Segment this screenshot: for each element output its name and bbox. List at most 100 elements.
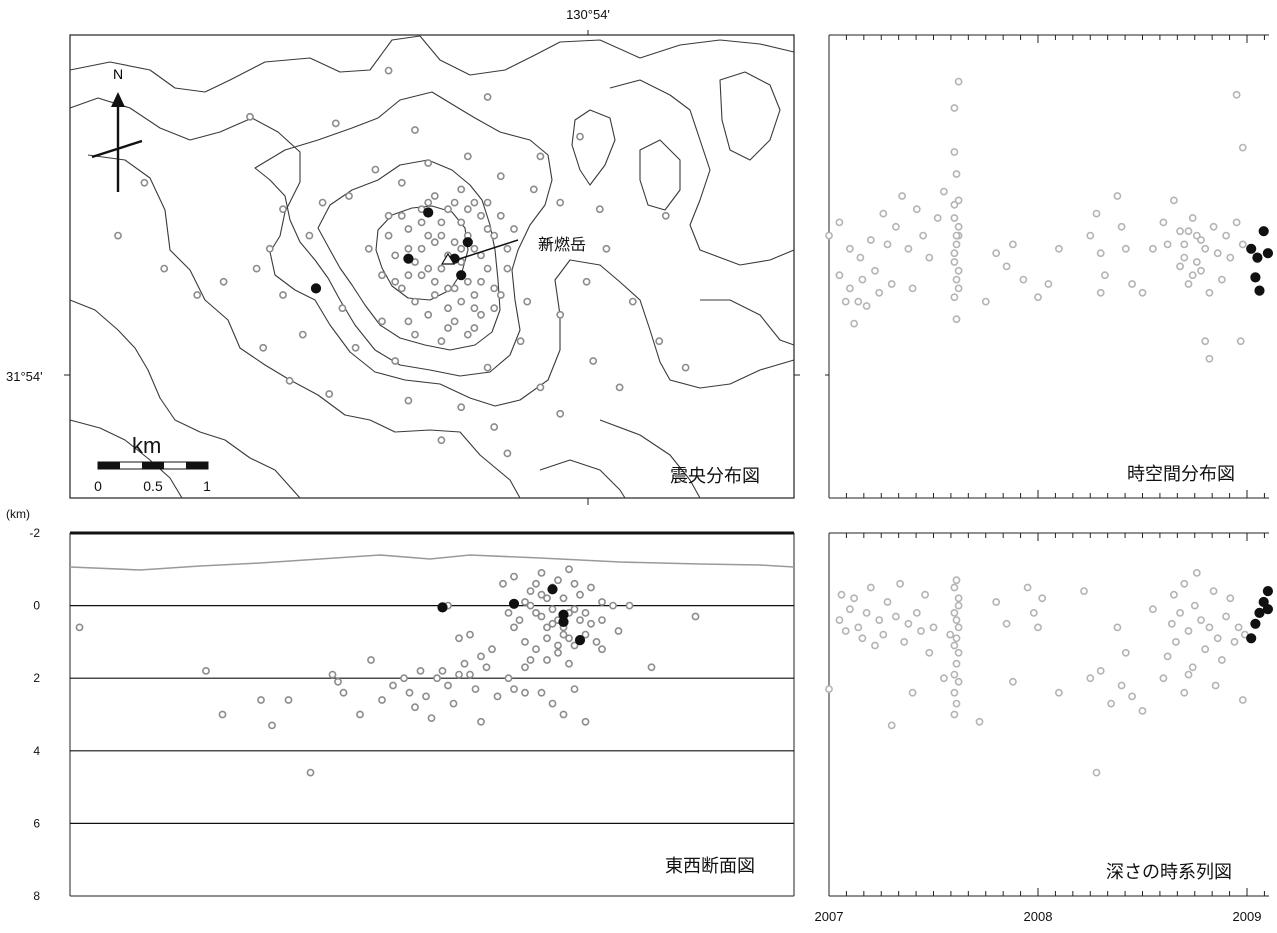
hypocenter-point bbox=[455, 670, 463, 679]
hypocenter-point bbox=[614, 627, 623, 635]
depth-time-point bbox=[950, 688, 959, 697]
hypocenter-point bbox=[499, 579, 507, 588]
hypocenter-point bbox=[554, 648, 562, 657]
epicenter-point bbox=[483, 198, 492, 207]
hypocenter-point bbox=[598, 645, 606, 654]
depth-time-point bbox=[1218, 656, 1226, 664]
space-time-point bbox=[1180, 240, 1189, 249]
depth-time-point bbox=[1190, 601, 1199, 610]
epicenter-2009-point bbox=[462, 237, 473, 248]
hypocenter-point bbox=[598, 616, 606, 624]
space-time-point bbox=[1101, 271, 1109, 280]
space-time-point bbox=[1044, 280, 1053, 288]
epicenter-point bbox=[470, 291, 479, 299]
hypocenter-point bbox=[444, 681, 452, 690]
depth-time-point bbox=[1167, 619, 1176, 628]
hypocenter-point bbox=[570, 605, 579, 614]
space-time-point bbox=[1238, 240, 1247, 249]
depth-time-point bbox=[1170, 590, 1178, 599]
space-time-point bbox=[1176, 262, 1184, 271]
depth-unit-label: (km) bbox=[6, 507, 30, 521]
depth-time-point bbox=[1205, 623, 1214, 632]
hypocenter-point bbox=[543, 623, 551, 632]
depth-time-point bbox=[940, 674, 948, 683]
hypocenter-point bbox=[339, 688, 348, 697]
hypocenter-point bbox=[477, 717, 485, 726]
hypocenter-point bbox=[356, 710, 364, 719]
depth-time-point bbox=[950, 641, 959, 650]
hypocenter-point bbox=[75, 623, 84, 632]
depth-time-point bbox=[1230, 638, 1239, 646]
hypocenter-point bbox=[510, 623, 518, 632]
epicenter-point bbox=[463, 205, 472, 214]
epicenter-point bbox=[457, 185, 466, 194]
hypocenter-point bbox=[570, 685, 579, 693]
space-time-point bbox=[892, 222, 900, 231]
hypocenter-point bbox=[218, 710, 227, 719]
epicenter-point bbox=[417, 218, 426, 227]
hypocenter-point bbox=[405, 688, 414, 697]
volcano-marker: 新燃岳 bbox=[440, 235, 586, 265]
space-time-point bbox=[1096, 288, 1105, 297]
hypocenter-2009-point bbox=[437, 602, 448, 613]
depth-time-point bbox=[1128, 692, 1136, 701]
epicenter-point bbox=[424, 231, 433, 240]
depth-time-point bbox=[900, 638, 909, 646]
depth-time-point bbox=[1192, 569, 1201, 577]
depth-time-point bbox=[1096, 667, 1105, 675]
space-time-panel: 時空間分布図 bbox=[825, 34, 1274, 499]
epicenter-point bbox=[252, 264, 261, 273]
epicenter-point bbox=[556, 198, 565, 207]
space-time-point bbox=[1009, 240, 1017, 249]
hypocenter-point bbox=[504, 609, 513, 617]
epicenter-point bbox=[437, 337, 446, 346]
space-time-point bbox=[954, 266, 963, 275]
space-time-ticks-top bbox=[828, 35, 1265, 43]
hypocenter-point bbox=[537, 612, 546, 621]
space-time-point bbox=[952, 275, 961, 284]
space-time-point bbox=[1163, 240, 1172, 249]
depth-time-point bbox=[952, 576, 961, 585]
epicenter-point bbox=[556, 310, 565, 319]
space-time-point bbox=[1213, 249, 1222, 258]
space-time-point bbox=[925, 253, 934, 262]
depth-time-point bbox=[1180, 688, 1189, 697]
epicenter-point bbox=[450, 238, 459, 247]
epicenter-point bbox=[681, 363, 690, 372]
depth-time-point bbox=[1184, 627, 1193, 635]
topography-profile bbox=[69, 554, 795, 571]
epicenter-point bbox=[417, 244, 426, 253]
depth-2009-point bbox=[1250, 618, 1261, 629]
epicenter-point bbox=[279, 205, 287, 214]
space-time-point bbox=[1197, 266, 1205, 275]
hypocenter-point bbox=[691, 612, 700, 621]
hypocenter-point bbox=[537, 688, 546, 697]
space-time-point bbox=[908, 284, 917, 293]
hypocenter-point bbox=[647, 663, 656, 672]
depth-time-point bbox=[1086, 674, 1095, 683]
cross-section-events bbox=[75, 565, 700, 777]
epicenter-point bbox=[503, 264, 512, 273]
hypocenter-point bbox=[488, 645, 496, 654]
epicenter-point bbox=[470, 198, 479, 207]
epicenter-point bbox=[437, 436, 446, 445]
hypocenter-point bbox=[504, 674, 513, 683]
space-time-point bbox=[858, 275, 867, 284]
depth-time-point bbox=[1180, 579, 1189, 588]
space-time-point bbox=[1184, 227, 1193, 236]
depth-time-point bbox=[1209, 587, 1218, 595]
depth-time-point bbox=[1138, 707, 1147, 715]
year-tick-label: 2009 bbox=[1233, 909, 1262, 924]
space-time-point bbox=[1180, 253, 1189, 262]
epicenter-events bbox=[114, 66, 690, 458]
epicenter-point bbox=[576, 132, 584, 141]
epicenter-point bbox=[483, 225, 492, 233]
space-time-point bbox=[1034, 293, 1042, 302]
epicenter-point bbox=[655, 337, 664, 346]
map-panel-title: 震央分布図 bbox=[670, 466, 760, 487]
space-time-2009-point bbox=[1252, 252, 1263, 263]
epicenter-point bbox=[589, 357, 598, 365]
epicenter-point bbox=[483, 93, 492, 101]
epicenter-point bbox=[437, 264, 446, 273]
depth-time-point bbox=[925, 648, 934, 657]
